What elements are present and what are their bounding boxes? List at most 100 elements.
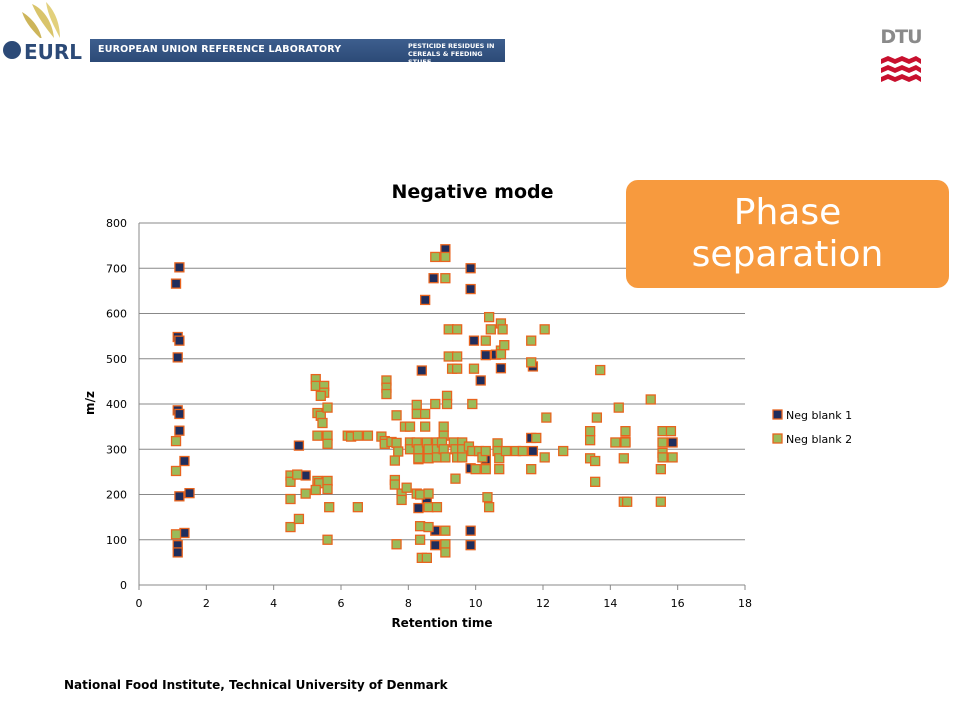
point-series-2 — [467, 398, 478, 410]
point-series-1 — [667, 437, 678, 448]
x-tick-label: 8 — [405, 597, 412, 610]
point-series-2 — [480, 445, 491, 457]
dtu-logo: DTU — [876, 26, 926, 88]
point-series-2 — [457, 452, 468, 463]
x-tick-label: 6 — [338, 597, 345, 610]
point-series-2 — [657, 452, 668, 463]
point-series-2 — [431, 502, 443, 513]
x-axis-label: Retention time — [391, 616, 492, 630]
point-series-2 — [657, 425, 668, 437]
svg-text:EURL: EURL — [24, 40, 82, 64]
point-series-2 — [591, 412, 603, 423]
point-series-2 — [324, 502, 335, 513]
point-series-1 — [179, 455, 190, 467]
point-series-2 — [531, 432, 542, 444]
point-series-1 — [174, 262, 185, 273]
point-series-2 — [526, 464, 537, 475]
banner-subtitle: PESTICIDE RESIDUES IN CEREALS & FEEDING … — [408, 42, 495, 66]
point-series-1 — [179, 527, 190, 539]
chart-legend: Neg blank 1 Neg blank 2 — [772, 409, 852, 446]
legend-label-2: Neg blank 2 — [786, 433, 852, 446]
point-series-1 — [172, 352, 183, 363]
point-series-2 — [468, 363, 480, 374]
legend-label-1: Neg blank 1 — [786, 409, 852, 422]
point-series-2 — [421, 552, 433, 563]
x-tick-label: 12 — [536, 597, 550, 610]
chart-points — [170, 244, 678, 563]
point-series-1 — [465, 540, 476, 551]
point-series-2 — [665, 425, 677, 437]
banner-title: EUROPEAN UNION REFERENCE LABORATORY — [98, 44, 342, 55]
point-series-2 — [414, 489, 426, 500]
point-series-2 — [441, 398, 453, 410]
point-series-2 — [293, 513, 305, 525]
point-series-2 — [170, 435, 182, 447]
point-series-2 — [322, 483, 333, 495]
point-series-2 — [440, 251, 451, 263]
y-tick-label: 600 — [106, 308, 127, 321]
chart-title: Negative mode — [391, 181, 554, 203]
point-series-2 — [401, 482, 412, 493]
point-series-2 — [613, 402, 624, 413]
point-series-2 — [451, 363, 463, 374]
point-series-1 — [293, 440, 305, 451]
point-series-2 — [423, 502, 434, 513]
point-series-1 — [465, 263, 476, 274]
point-series-2 — [539, 324, 550, 335]
point-series-2 — [300, 488, 311, 499]
point-series-2 — [517, 445, 528, 457]
point-series-2 — [645, 394, 656, 405]
point-series-2 — [655, 464, 666, 475]
point-series-2 — [411, 408, 422, 420]
point-series-2 — [620, 437, 631, 448]
point-series-2 — [315, 390, 326, 402]
lab-banner: EUROPEAN UNION REFERENCE LABORATORY PEST… — [90, 39, 505, 66]
callout-line2: separation — [691, 234, 884, 275]
point-series-2 — [590, 476, 601, 487]
point-series-1 — [475, 375, 486, 386]
point-series-2 — [362, 430, 374, 441]
point-series-2 — [482, 492, 493, 503]
point-series-1 — [495, 363, 507, 374]
point-series-1 — [468, 335, 480, 346]
point-series-2 — [539, 452, 550, 463]
point-series-2 — [317, 417, 328, 429]
point-series-1 — [416, 365, 427, 376]
point-series-2 — [404, 421, 416, 432]
point-series-2 — [440, 547, 451, 558]
y-tick-label: 500 — [106, 353, 127, 366]
footer-institution: National Food Institute, Technical Unive… — [64, 678, 448, 692]
point-series-2 — [480, 464, 491, 475]
point-series-2 — [420, 421, 431, 432]
point-series-2 — [381, 388, 392, 400]
point-series-2 — [440, 452, 451, 463]
dtu-logo-text: DTU — [880, 26, 922, 48]
point-series-2 — [497, 324, 508, 335]
callout-line1: Phase — [733, 192, 842, 233]
eurl-logo: EURL — [3, 2, 82, 64]
point-series-2 — [443, 324, 454, 335]
point-series-2 — [667, 452, 678, 463]
point-series-2 — [285, 521, 296, 533]
header: EURL EUROPEAN UNION REFERENCE LABORATORY… — [0, 0, 960, 100]
point-series-2 — [322, 438, 333, 449]
y-tick-label: 200 — [106, 489, 127, 502]
point-series-2 — [322, 402, 333, 413]
point-series-2 — [285, 476, 296, 487]
point-series-2 — [423, 521, 434, 533]
x-tick-label: 2 — [203, 597, 210, 610]
point-series-2 — [396, 494, 407, 506]
point-series-1 — [174, 491, 185, 502]
point-series-1 — [480, 349, 491, 361]
x-tick-label: 4 — [270, 597, 277, 610]
point-series-2 — [440, 273, 451, 284]
point-series-2 — [485, 324, 496, 335]
dtu-emblem-icon — [881, 56, 921, 82]
point-series-2 — [391, 410, 402, 421]
point-series-2 — [440, 525, 451, 536]
point-series-2 — [423, 453, 434, 464]
point-series-2 — [438, 421, 449, 432]
point-series-2 — [420, 408, 431, 420]
point-series-2 — [430, 398, 441, 410]
point-series-2 — [480, 335, 491, 346]
